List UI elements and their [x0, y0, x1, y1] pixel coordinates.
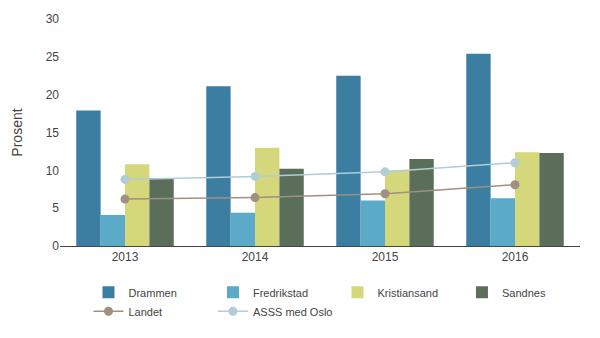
svg-text:10: 10 — [46, 164, 60, 178]
svg-text:Sandnes: Sandnes — [502, 287, 546, 299]
svg-text:0: 0 — [52, 239, 59, 253]
svg-text:2013: 2013 — [112, 250, 139, 264]
svg-text:2015: 2015 — [372, 250, 399, 264]
svg-text:Kristiansand: Kristiansand — [377, 287, 438, 299]
svg-text:30: 30 — [46, 12, 60, 26]
svg-text:20: 20 — [46, 88, 60, 102]
svg-text:15: 15 — [46, 126, 60, 140]
svg-text:5: 5 — [52, 201, 59, 215]
svg-text:2014: 2014 — [242, 250, 269, 264]
svg-text:Fredrikstad: Fredrikstad — [253, 287, 308, 299]
svg-text:Landet: Landet — [129, 306, 163, 318]
svg-text:25: 25 — [46, 50, 60, 64]
svg-text:2016: 2016 — [502, 250, 529, 264]
svg-text:Prosent: Prosent — [9, 108, 25, 156]
svg-text:Drammen: Drammen — [129, 287, 177, 299]
svg-text:ASSS med Oslo: ASSS med Oslo — [253, 306, 332, 318]
